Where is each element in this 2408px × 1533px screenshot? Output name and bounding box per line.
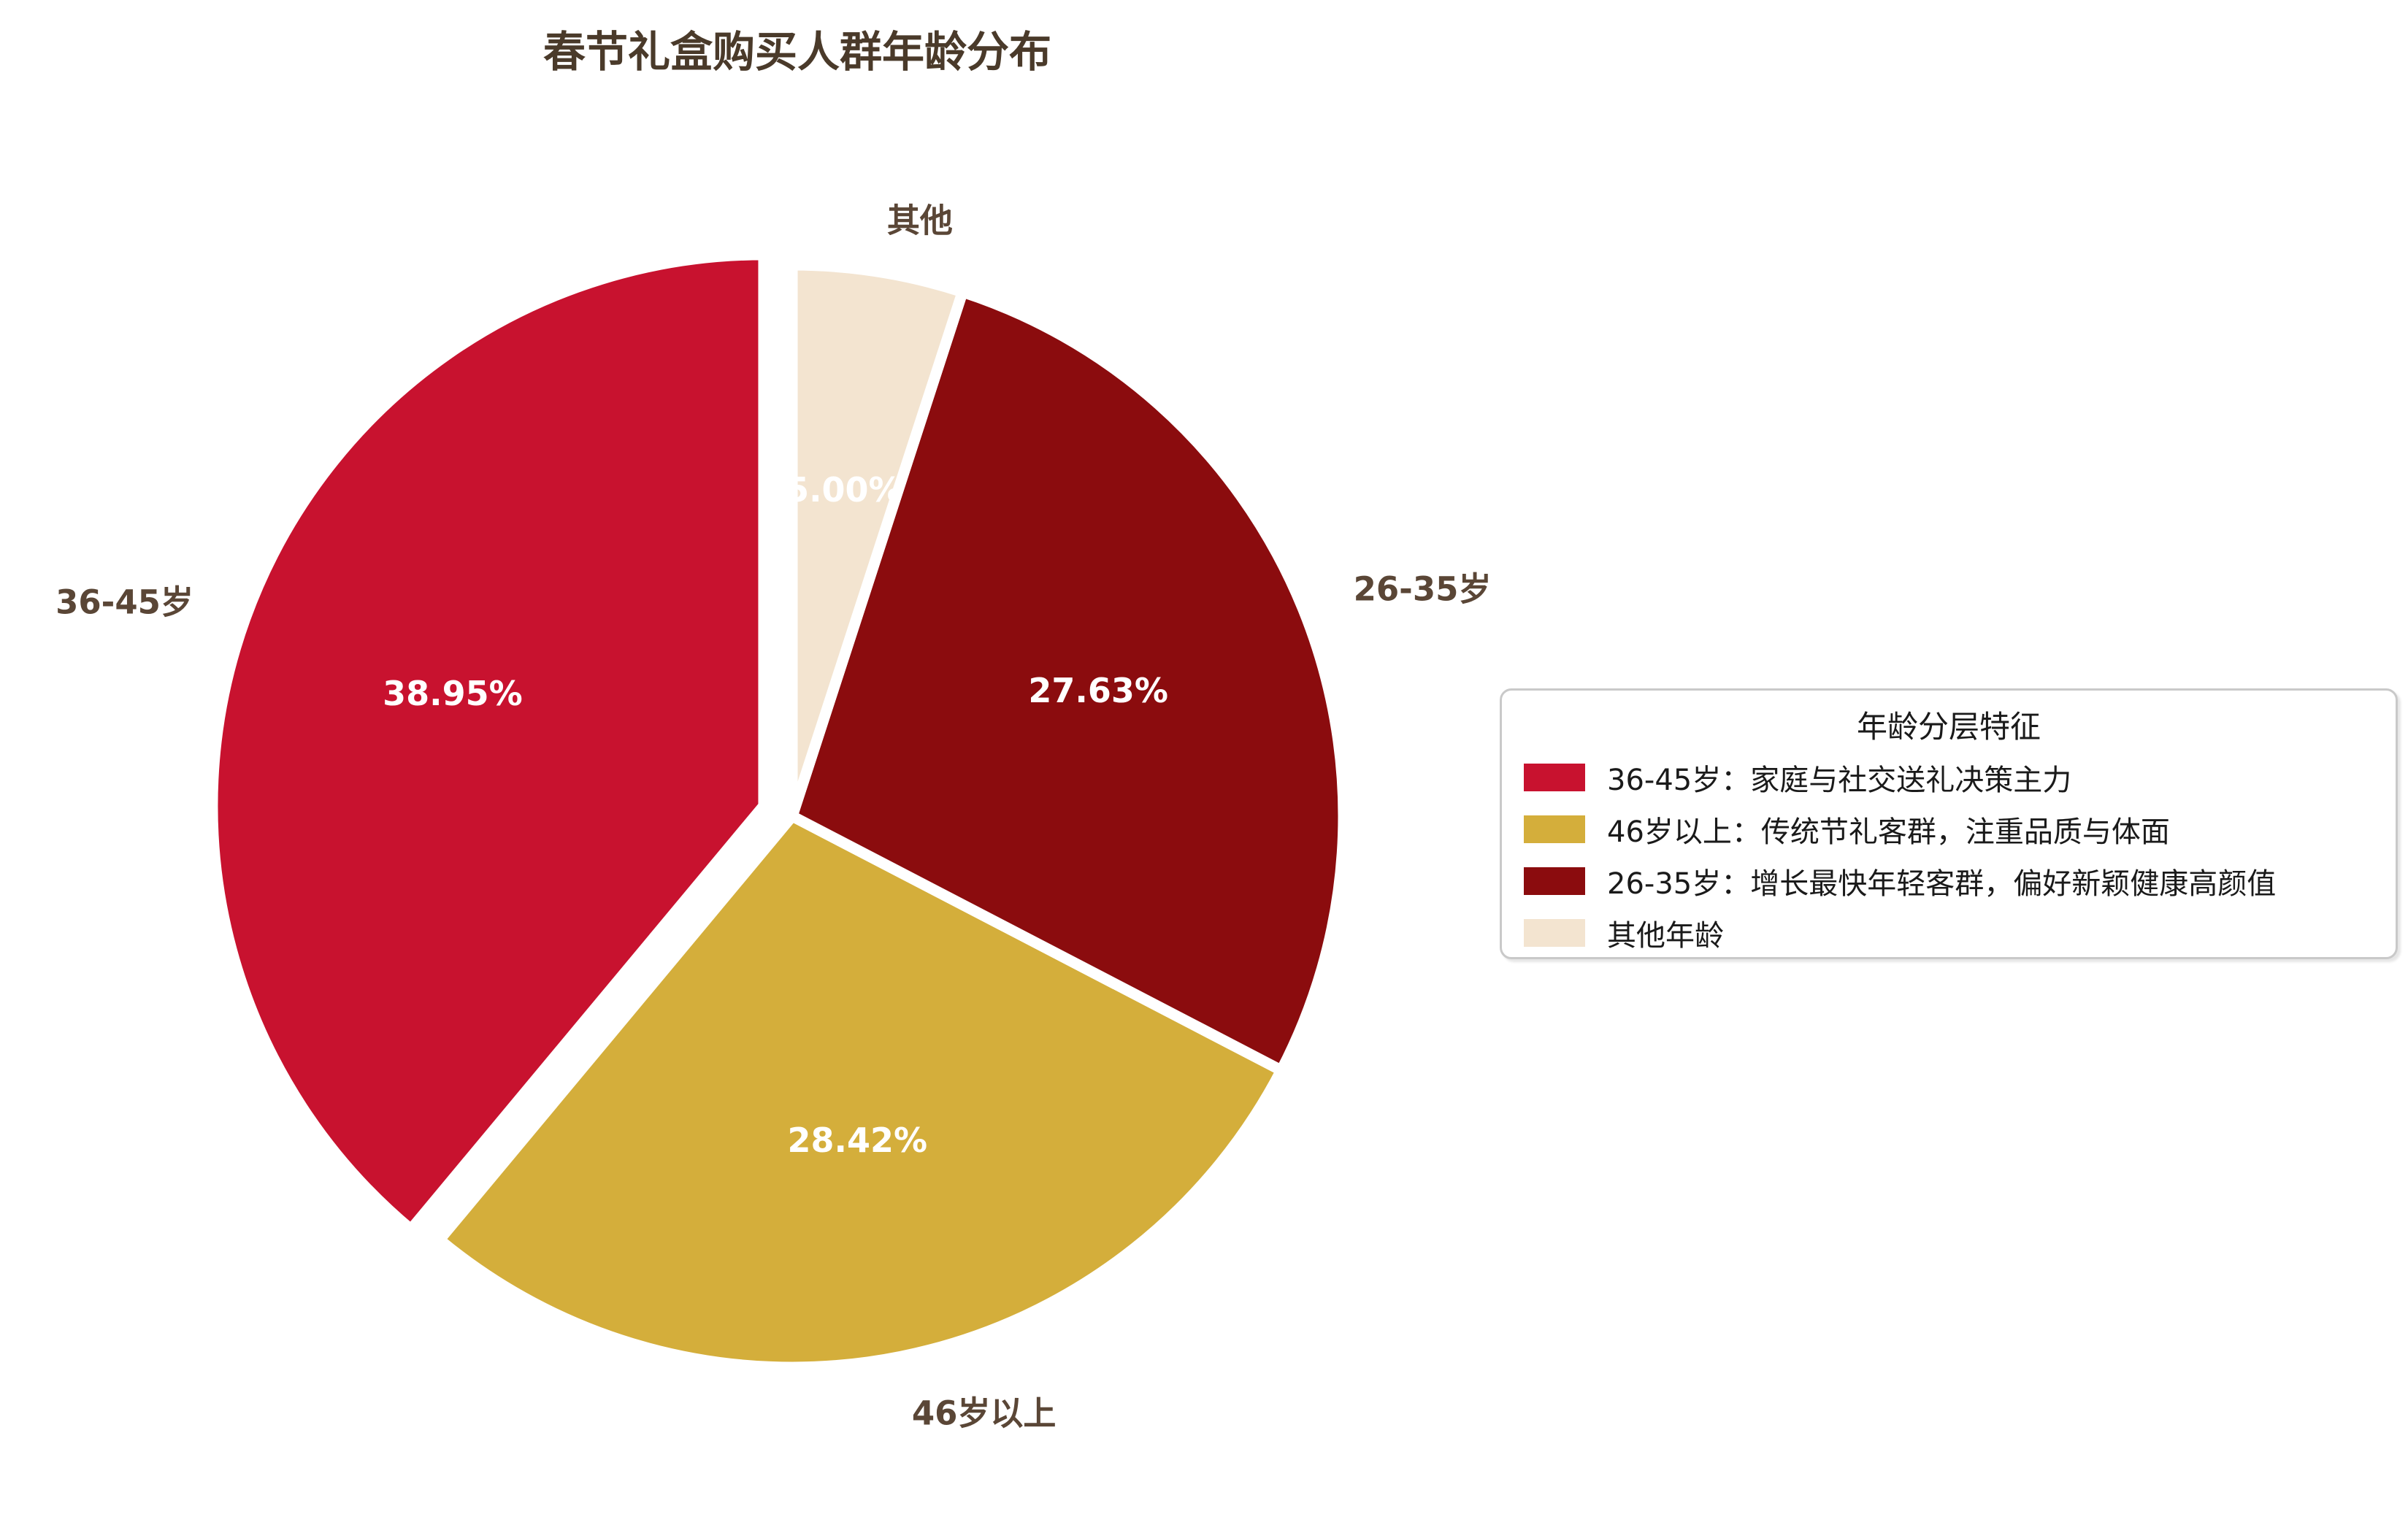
legend-swatch-3	[1524, 867, 1585, 895]
slice-category-label-2: 46岁以上	[911, 1394, 1057, 1433]
pie-slice-3	[786, 286, 1349, 1076]
pie-slice-4	[786, 259, 968, 822]
slice-category-label-4: 其他	[886, 201, 953, 240]
legend-box: 年龄分层特征 36-45岁：家庭与社交送礼决策主力 46岁以上：传统节礼客群，注重…	[1500, 688, 2398, 959]
slice-category-label-1: 36-45岁	[55, 583, 193, 622]
legend-item-3: 26-35岁：增长最快年轻客群，偏好新颖健康高颜值	[1524, 855, 2374, 907]
legend-swatch-2	[1524, 815, 1585, 843]
legend-item-label-4: 其他年龄	[1607, 918, 1724, 953]
legend-item-label-2: 46岁以上：传统节礼客群，注重品质与体面	[1607, 815, 2170, 849]
legend-items: 36-45岁：家庭与社交送礼决策主力 46岁以上：传统节礼客群，注重品质与体面 26…	[1524, 751, 2374, 958]
pie-slice-2	[434, 810, 1287, 1373]
slice-pct-label-1: 38.95%	[383, 673, 523, 713]
legend-swatch-4	[1524, 918, 1585, 947]
legend-item-2: 46岁以上：传统节礼客群，注重品质与体面	[1524, 803, 2374, 855]
slice-pct-label-2: 28.42%	[787, 1121, 928, 1161]
legend-item-1: 36-45岁：家庭与社交送礼决策主力	[1524, 751, 2374, 803]
slice-category-label-3: 26-35岁	[1353, 569, 1492, 609]
pie-slice-1	[207, 249, 770, 1235]
chart-title: 春节礼盒购买人群年龄分布	[542, 27, 1052, 77]
legend-title: 年龄分层特征	[1856, 709, 2041, 745]
legend-swatch-1	[1524, 763, 1585, 791]
slice-pct-label-4: 5.00%	[786, 469, 902, 510]
legend-item-4: 其他年龄	[1524, 907, 2374, 958]
slice-pct-label-3: 27.63%	[1028, 671, 1169, 711]
legend-item-label-3: 26-35岁：增长最快年轻客群，偏好新颖健康高颜值	[1607, 867, 2277, 901]
legend-item-label-1: 36-45岁：家庭与社交送礼决策主力	[1607, 763, 2072, 797]
